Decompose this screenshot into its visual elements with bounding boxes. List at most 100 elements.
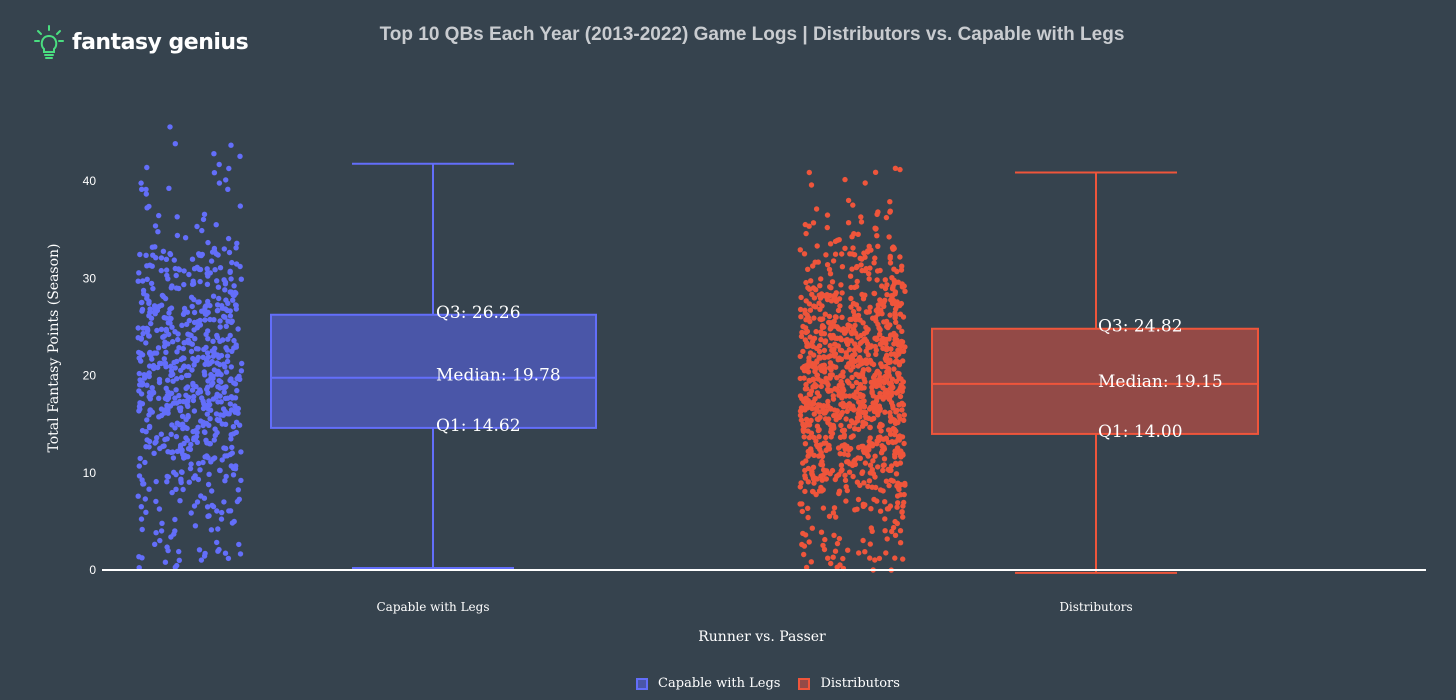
data-point [844, 487, 850, 494]
data-point [901, 491, 907, 498]
data-point [811, 295, 818, 301]
data-point [896, 402, 902, 408]
data-point [835, 307, 842, 314]
data-point [838, 378, 844, 385]
data-point [814, 423, 821, 429]
data-point [816, 403, 822, 409]
data-point [214, 360, 220, 366]
data-point [823, 476, 829, 482]
data-point [872, 474, 878, 480]
data-point [236, 541, 242, 548]
data-point [178, 448, 185, 455]
data-point [215, 399, 221, 405]
data-point [158, 267, 164, 274]
data-point [202, 317, 208, 323]
data-point [807, 350, 814, 356]
data-point [149, 356, 155, 362]
data-point [181, 268, 187, 274]
data-point [870, 458, 876, 464]
data-point [798, 294, 804, 301]
data-point [197, 467, 203, 473]
data-point [222, 478, 228, 484]
data-point [137, 251, 143, 258]
data-point [807, 334, 813, 340]
data-point [806, 358, 812, 364]
legend-item-capable-with-legs[interactable]: Capable with Legs [636, 676, 780, 691]
data-point [892, 454, 898, 460]
data-point [229, 520, 236, 526]
legend-item-distributors[interactable]: Distributors [798, 676, 900, 691]
data-point [229, 348, 235, 354]
data-point [855, 496, 862, 503]
data-point [836, 296, 843, 302]
data-point [167, 250, 173, 257]
data-point [824, 224, 830, 231]
data-point [208, 527, 215, 533]
data-point [162, 295, 169, 302]
data-point [143, 444, 149, 450]
data-point [237, 551, 244, 557]
data-point [182, 424, 189, 431]
data-point [802, 307, 808, 313]
data-point [900, 452, 906, 458]
data-point [887, 410, 893, 416]
data-point [233, 302, 239, 309]
data-point [807, 318, 813, 325]
data-point [877, 297, 883, 303]
data-point [874, 441, 880, 447]
data-point [228, 276, 234, 282]
data-point [148, 320, 154, 327]
data-point [202, 372, 208, 378]
data-point [230, 472, 237, 478]
data-point [860, 393, 866, 399]
data-point [223, 473, 229, 480]
data-point [802, 488, 808, 495]
data-point [204, 270, 210, 277]
data-point [845, 220, 852, 226]
data-point [169, 324, 175, 330]
data-point [837, 303, 843, 309]
data-point [882, 528, 888, 534]
data-point [866, 276, 872, 282]
data-point [181, 281, 187, 288]
data-point [175, 331, 181, 337]
data-point [798, 333, 805, 340]
data-point [220, 337, 226, 343]
data-point [210, 373, 216, 379]
data-point [162, 395, 169, 402]
data-point [804, 417, 810, 423]
data-point [824, 262, 831, 268]
data-point [166, 185, 172, 191]
data-point [140, 330, 146, 337]
data-point [809, 525, 815, 531]
data-point [880, 335, 886, 342]
data-point [223, 323, 229, 329]
data-point [135, 493, 141, 499]
data-point [857, 373, 863, 379]
data-point [888, 346, 894, 352]
data-point [185, 446, 192, 452]
data-point [832, 251, 839, 257]
data-point [180, 398, 187, 405]
data-point [195, 476, 202, 483]
data-point [202, 454, 208, 460]
data-point [190, 278, 196, 284]
data-point [151, 303, 158, 309]
data-point [837, 451, 843, 457]
data-point [847, 323, 853, 329]
data-point [801, 398, 807, 405]
data-point [889, 300, 896, 307]
data-point [853, 379, 860, 386]
data-point [816, 343, 823, 349]
data-point [884, 346, 890, 352]
data-point [884, 292, 890, 298]
y-tick-label: 10 [83, 466, 97, 480]
data-point [227, 508, 234, 514]
y-tick-label: 0 [89, 563, 96, 577]
data-point [849, 374, 855, 381]
data-point [805, 285, 811, 291]
data-point [822, 536, 828, 543]
data-point [839, 251, 845, 257]
data-point [227, 313, 234, 319]
data-point [893, 428, 899, 434]
